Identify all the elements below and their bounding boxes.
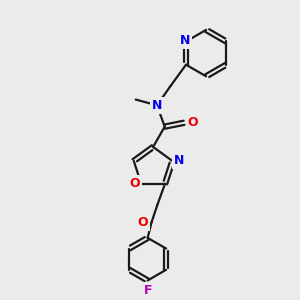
Text: O: O <box>129 177 140 190</box>
Text: O: O <box>188 116 198 129</box>
Text: N: N <box>174 154 184 167</box>
Text: N: N <box>152 99 162 112</box>
Text: O: O <box>137 216 148 229</box>
Text: F: F <box>143 284 152 297</box>
Text: N: N <box>180 34 190 47</box>
